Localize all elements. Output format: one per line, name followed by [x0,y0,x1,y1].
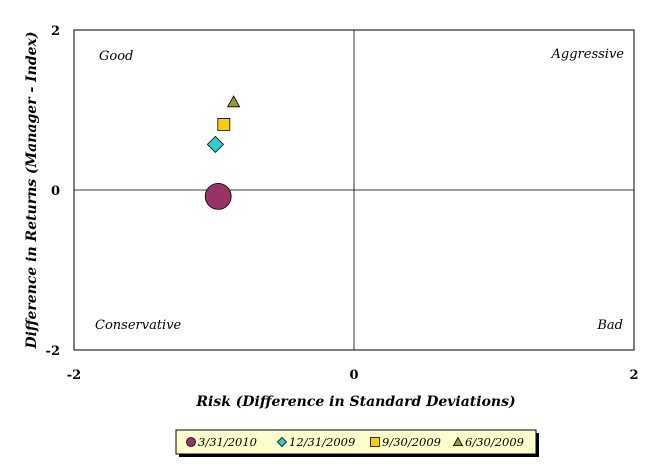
y-tick-label-bottom: -2 [46,344,60,359]
x-tick-label-right: 2 [629,368,638,383]
legend-marker-square [370,437,380,447]
x-tick-label-middle: 0 [349,368,358,383]
data-point-diamond-1 [206,135,224,153]
legend-marker-circle [186,437,196,447]
data-point-square-2 [217,118,231,131]
legend-label: 9/30/2009 [382,435,441,449]
y-tick-label-middle: 0 [51,184,60,199]
data-point-circle-0 [204,182,232,210]
legend-label: 12/31/2009 [289,435,355,449]
legend-box [175,429,537,455]
data-point-triangle-3 [226,95,241,108]
quadrant-label-aggressive: Aggressive [551,47,625,62]
x-axis-title: Risk (Difference in Standard Deviations) [195,394,515,410]
legend-label: 3/31/2010 [198,435,257,449]
y-axis-title: Difference in Returns (Manager - Index) [24,31,40,349]
quadrant-label-bad: Bad [596,318,623,333]
quadrant-label-good: Good [99,49,133,64]
y-tick-label-top: 2 [51,24,60,39]
quadrant-label-conservative: Conservative [95,318,182,333]
legend-marker-diamond [276,436,288,448]
x-tick-label-left: -2 [67,368,81,383]
legend-label: 6/30/2009 [465,435,524,449]
legend: 3/31/2010 12/31/2009 9/30/2009 6/30/2009 [175,429,539,457]
data-markers [204,95,241,210]
legend-items: 3/31/2010 12/31/2009 9/30/2009 6/30/2009 [186,435,524,449]
legend-marker-triangle [452,436,464,447]
